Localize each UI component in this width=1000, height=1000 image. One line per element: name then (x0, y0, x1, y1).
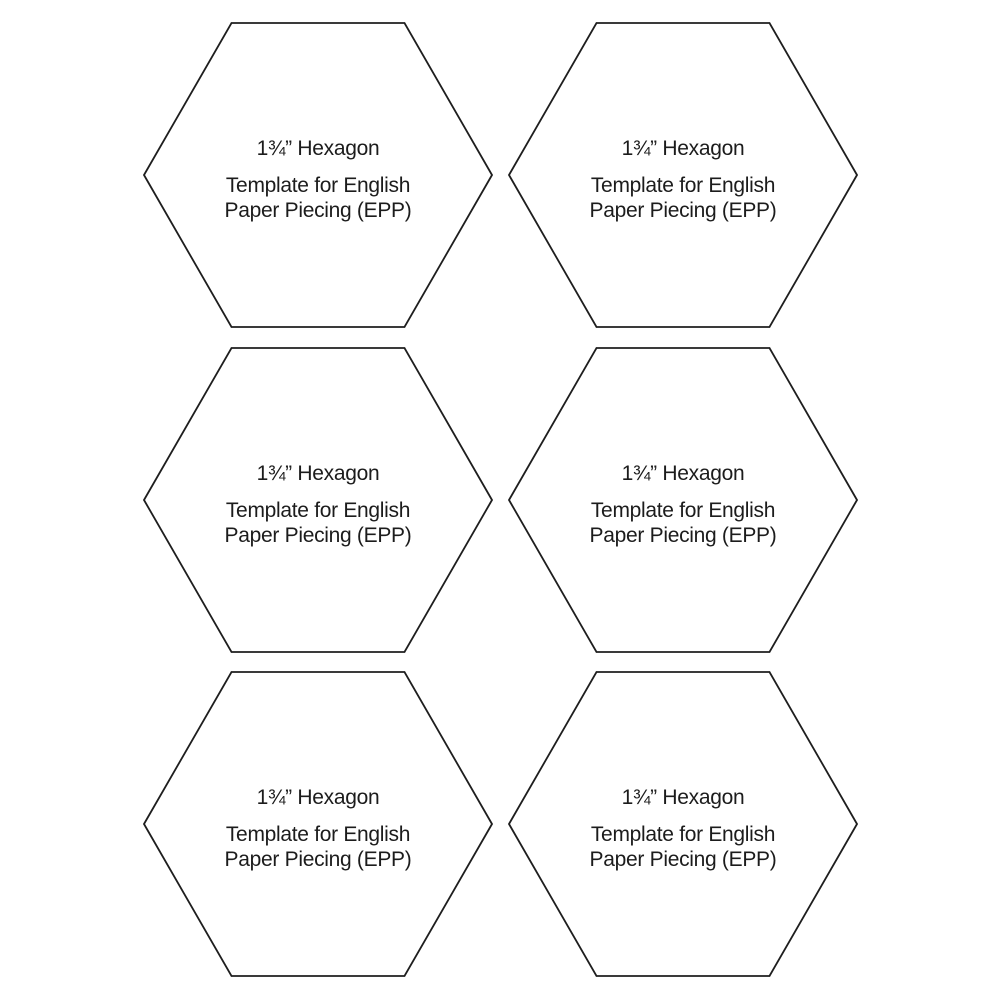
hexagon-outline (508, 671, 858, 977)
hexagon-outline (508, 347, 858, 653)
hexagon-subtitle-line2: Paper Piecing (EPP) (589, 199, 777, 222)
hexagon-subtitle-line2: Paper Piecing (EPP) (589, 848, 777, 871)
hexagon-template: 1¾” Hexagon Template for English Paper P… (508, 671, 858, 977)
hexagon-subtitle-line2: Paper Piecing (EPP) (224, 199, 412, 222)
hexagon-outline (143, 22, 493, 328)
hexagon-label-block: 1¾” Hexagon Template for English Paper P… (508, 136, 858, 223)
hexagon-subtitle-line1: Template for English (590, 499, 776, 522)
hexagon-subtitle-line1: Template for English (590, 174, 776, 197)
hexagon-subtitle-line1: Template for English (225, 823, 411, 846)
hexagon-size-label: 1¾” Hexagon (256, 786, 380, 809)
hexagon-subtitle-line1: Template for English (590, 823, 776, 846)
hexagon-subtitle-line2: Paper Piecing (EPP) (224, 524, 412, 547)
hexagon-template: 1¾” Hexagon Template for English Paper P… (508, 22, 858, 328)
hexagon-label-block: 1¾” Hexagon Template for English Paper P… (508, 461, 858, 548)
hexagon-size-label: 1¾” Hexagon (256, 462, 380, 485)
hexagon-template: 1¾” Hexagon Template for English Paper P… (143, 22, 493, 328)
hexagon-size-label: 1¾” Hexagon (621, 137, 745, 160)
hexagon-outline (143, 671, 493, 977)
hexagon-label-block: 1¾” Hexagon Template for English Paper P… (508, 785, 858, 872)
hexagon-template: 1¾” Hexagon Template for English Paper P… (143, 347, 493, 653)
hexagon-template: 1¾” Hexagon Template for English Paper P… (143, 671, 493, 977)
hexagon-subtitle-line2: Paper Piecing (EPP) (224, 848, 412, 871)
hexagon-subtitle-line1: Template for English (225, 499, 411, 522)
hexagon-size-label: 1¾” Hexagon (621, 462, 745, 485)
hexagon-size-label: 1¾” Hexagon (256, 137, 380, 160)
hexagon-subtitle-line2: Paper Piecing (EPP) (589, 524, 777, 547)
hexagon-label-block: 1¾” Hexagon Template for English Paper P… (143, 461, 493, 548)
hexagon-outline (143, 347, 493, 653)
hexagon-label-block: 1¾” Hexagon Template for English Paper P… (143, 136, 493, 223)
hexagon-template: 1¾” Hexagon Template for English Paper P… (508, 347, 858, 653)
hexagon-label-block: 1¾” Hexagon Template for English Paper P… (143, 785, 493, 872)
hexagon-subtitle-line1: Template for English (225, 174, 411, 197)
hexagon-outline (508, 22, 858, 328)
hexagon-size-label: 1¾” Hexagon (621, 786, 745, 809)
